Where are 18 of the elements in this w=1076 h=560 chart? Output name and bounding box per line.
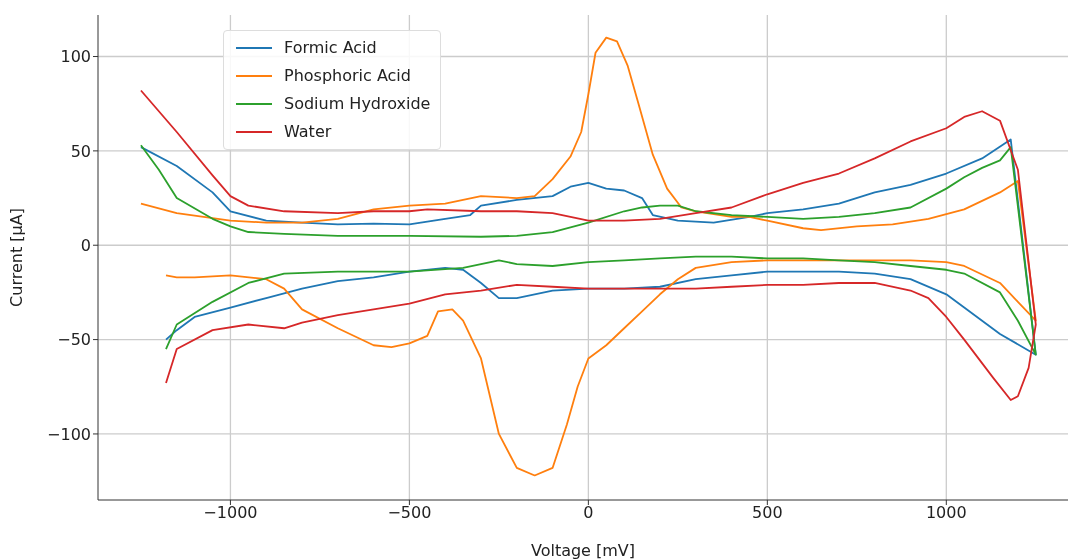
- x-tick-label: −1000: [203, 503, 258, 523]
- x-axis-title: Voltage [mV]: [530, 541, 636, 560]
- line-series: [140, 36, 1037, 477]
- legend-label: Formic Acid: [284, 37, 377, 59]
- y-tick-label: −100: [47, 424, 91, 444]
- x-tick-label: 0: [583, 503, 594, 523]
- x-tick-label: 1000: [925, 503, 967, 523]
- x-tick-label: −500: [387, 503, 432, 523]
- legend-label: Sodium Hydroxide: [284, 93, 431, 115]
- y-tick-label: −50: [57, 330, 91, 350]
- y-axis-title: Current [μA]: [6, 208, 26, 307]
- line-series: [140, 89, 1037, 401]
- y-tick-label: 50: [70, 141, 91, 161]
- legend-label: Water: [284, 121, 332, 143]
- x-tick-label: 500: [752, 503, 783, 523]
- legend-label: Phosphoric Acid: [284, 65, 411, 87]
- y-tick-label: 0: [80, 235, 91, 255]
- y-tick-label: 100: [60, 47, 91, 67]
